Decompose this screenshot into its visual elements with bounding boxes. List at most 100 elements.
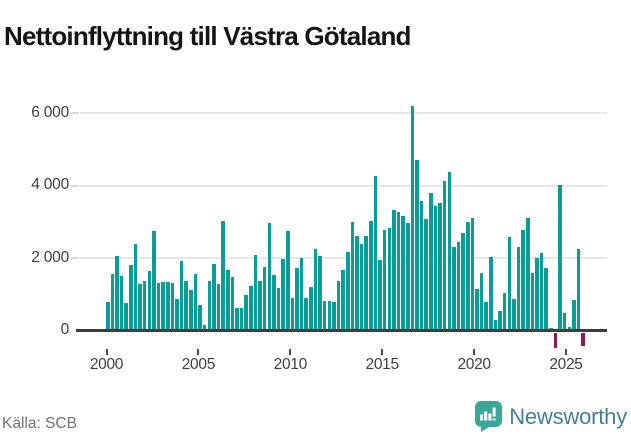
bar-2009-q3 (281, 258, 285, 331)
x-tick-2015 (381, 349, 384, 355)
x-axis-label: 2000 (89, 356, 124, 373)
bar-2008-q2 (258, 280, 262, 331)
bar-2005-q4 (212, 264, 216, 331)
bar-2017-q1 (419, 200, 424, 331)
bar-2004-q3 (189, 289, 193, 331)
bar-2018-q4 (452, 247, 456, 331)
bar-2020-q3 (484, 301, 488, 331)
y-axis-label: 2 000 (31, 248, 69, 266)
bar-2015-q4 (396, 211, 401, 331)
y-axis-label: 6 000 (31, 103, 69, 121)
bar-2000-q1 (106, 301, 110, 331)
bar-2019-q4 (470, 218, 475, 331)
bar-2011-q2 (313, 249, 318, 331)
bar-2001-q1 (124, 302, 128, 331)
bar-2022-q3 (521, 229, 525, 331)
bar-2011-q4 (322, 301, 327, 331)
bar-2000-q3 (115, 256, 119, 331)
bar-2016-q3 (410, 106, 415, 331)
bar-2009-q2 (276, 288, 281, 331)
x-axis-label: 2020 (457, 356, 491, 373)
bar-2000-q4 (119, 275, 124, 331)
y-axis-label: 0 (60, 321, 70, 338)
page-title: Nettoinflyttning till Västra Götaland (4, 21, 411, 52)
bar-2018-q2 (442, 180, 447, 331)
bar-2004-q1 (179, 260, 184, 331)
bar-2022-q2 (516, 246, 521, 331)
bar-2021-q2 (498, 310, 502, 331)
bar-2019-q2 (461, 233, 465, 331)
bar-2024-q4 (562, 313, 567, 331)
y-tick-6000 (71, 112, 79, 115)
bar-2014-q4 (378, 259, 382, 331)
bar-2007-q1 (235, 308, 239, 331)
bar-2014-q3 (373, 176, 378, 331)
bar-2023-q3 (539, 252, 544, 331)
bar-2003-q1 (161, 282, 165, 331)
bar-2017-q4 (433, 205, 438, 331)
newsworthy-logo-text: Newsworthy (509, 403, 627, 429)
bar-2014-q1 (364, 236, 368, 331)
x-axis-line (76, 329, 607, 333)
bar-2013-q1 (345, 252, 350, 331)
bar-2022-q4 (525, 218, 530, 331)
bar-2015-q1 (382, 230, 387, 331)
x-axis-label: 2025 (549, 356, 583, 373)
bar-2007-q3 (244, 294, 248, 331)
bar-2021-q3 (502, 293, 507, 331)
bar-2008-q1 (253, 254, 258, 331)
bar-2002-q1 (142, 281, 147, 331)
gridline-2000 (80, 257, 607, 260)
bar-2007-q4 (249, 286, 253, 331)
x-tick-2020 (473, 349, 476, 355)
bar-2005-q2 (202, 325, 207, 331)
x-tick-2000 (105, 349, 108, 355)
bar-2003-q4 (175, 298, 179, 331)
bar-2023-q1 (530, 272, 535, 331)
bar-2009-q4 (285, 231, 290, 331)
bar-2024-q3 (558, 184, 562, 331)
bar-2007-q2 (239, 308, 244, 331)
bar-2003-q2 (165, 282, 170, 331)
bar-2006-q1 (216, 284, 221, 331)
bar-2019-q1 (456, 241, 461, 331)
bar-2005-q3 (207, 281, 212, 331)
bar-2025-q4 (581, 332, 585, 347)
y-tick-2000 (71, 257, 79, 260)
x-axis-label: 2005 (181, 356, 216, 373)
bar-2020-q4 (489, 256, 493, 331)
bar-2012-q4 (341, 269, 345, 331)
bar-2005-q1 (198, 305, 202, 331)
newsworthy-logo: Newsworthy (475, 401, 627, 432)
bar-2021-q4 (507, 237, 512, 331)
bar-2025-q1 (567, 327, 572, 331)
bar-2010-q3 (299, 258, 304, 331)
bar-2020-q1 (475, 289, 479, 331)
bar-2001-q3 (133, 243, 138, 331)
bar-2010-q4 (304, 298, 308, 331)
x-tick-2025 (565, 349, 567, 355)
bar-2015-q2 (387, 227, 392, 331)
bar-2024-q2 (553, 332, 558, 348)
bar-2008-q3 (262, 267, 267, 331)
gridline-6000 (80, 112, 607, 115)
bar-2018-q3 (447, 172, 452, 331)
bar-2003-q3 (170, 282, 175, 331)
bar-2021-q1 (493, 319, 498, 331)
x-tick-2005 (197, 349, 200, 355)
bar-2012-q1 (327, 301, 332, 331)
bar-2016-q1 (401, 215, 405, 331)
y-tick-4000 (71, 184, 79, 187)
bar-2010-q2 (295, 268, 299, 331)
bar-2006-q3 (225, 270, 230, 331)
bar-2000-q2 (110, 274, 115, 331)
x-axis-label: 2010 (273, 356, 308, 373)
y-axis-label: 4 000 (31, 176, 69, 194)
bar-2015-q3 (392, 210, 396, 331)
bar-2018-q1 (438, 203, 442, 331)
newsworthy-bubble-chart-icon (475, 401, 503, 432)
bar-2002-q2 (147, 271, 152, 331)
bar-2025-q3 (576, 249, 581, 331)
bar-2013-q2 (350, 221, 355, 331)
